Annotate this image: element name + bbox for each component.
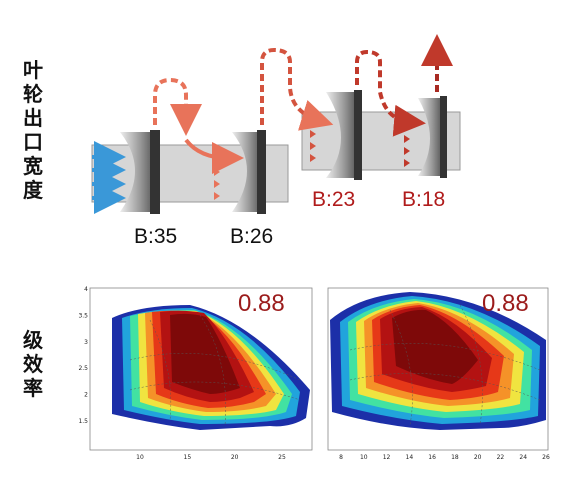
axis-tick-label: 24	[519, 454, 527, 461]
impeller-2	[232, 130, 266, 214]
axis-tick-label: 2.5	[78, 365, 88, 372]
impeller-4	[418, 96, 447, 178]
axis-tick-label: 14	[406, 454, 414, 461]
axis-tick-label: 18	[451, 454, 459, 461]
axis-tick-label: 1.5	[78, 418, 88, 425]
axis-tick-label: 15	[184, 454, 192, 461]
impeller-outlet-width-label: 叶轮出口宽度	[23, 58, 43, 202]
crossover-arrow-2	[260, 47, 334, 131]
map-1-efficiency-label: 0.88	[238, 290, 285, 317]
impeller-3	[326, 90, 362, 180]
crossover-arrow-1b	[184, 138, 244, 174]
stage-4-width-label: B:18	[402, 188, 446, 211]
axis-tick-label: 3.5	[78, 312, 88, 319]
inlet-arrows-stage2	[214, 168, 220, 200]
axis-tick-label: 10	[360, 454, 368, 461]
axis-tick-label: 16	[428, 454, 436, 461]
axis-tick-label: 12	[383, 454, 391, 461]
inlet-arrows-stage3	[310, 130, 316, 162]
axis-tick-label: 25	[278, 454, 286, 461]
stage-2-width-label: B:26	[230, 225, 274, 248]
inlet-arrows-stage4	[404, 135, 410, 167]
axis-tick-label: 20	[474, 454, 482, 461]
axis-tick-label: 22	[497, 454, 505, 461]
inlet-flow-arrows	[92, 141, 126, 214]
axis-tick-label: 20	[231, 454, 239, 461]
axis-tick-label: 26	[542, 454, 550, 461]
axis-tick-label: 2	[84, 392, 88, 399]
crossover-arrow-3	[355, 49, 426, 137]
stage-efficiency-label: 级效率	[23, 328, 43, 400]
axis-tick-label: 4	[84, 286, 88, 293]
crossover-arrow-1	[153, 77, 202, 136]
axis-tick-label: 8	[339, 454, 343, 461]
axis-tick-label: 10	[136, 454, 144, 461]
map-2-efficiency-label: 0.88	[482, 290, 529, 317]
stage-3-width-label: B:23	[312, 188, 356, 211]
axis-tick-label: 3	[84, 339, 88, 346]
impeller-1	[120, 130, 160, 214]
stage-1-width-label: B:35	[134, 225, 178, 248]
